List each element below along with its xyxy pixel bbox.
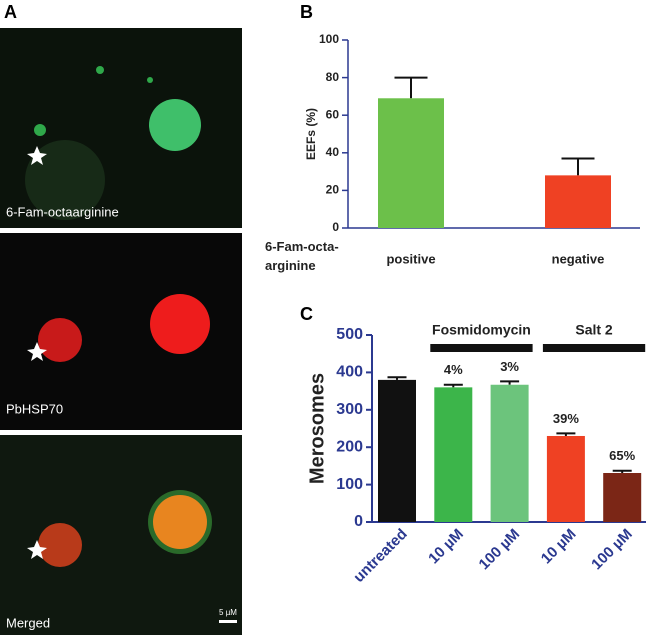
y-tick-label: 80 [326,70,340,84]
group-bracket [430,344,533,352]
bar [378,379,416,522]
x-tick-label: 10 µM [425,526,467,568]
bar-label: 3% [500,359,519,374]
caption: Merged [6,615,50,630]
panel-label: B [300,2,313,22]
x-tick-label: 10 µM [538,526,580,568]
scale-bar-label: 5 µM [219,608,237,617]
y-tick-label: 0 [354,513,363,530]
micrograph [0,233,242,430]
y-tick-label: 500 [336,326,363,343]
bar-label: 39% [553,411,579,426]
scale-bar [219,620,237,623]
micrograph [0,28,242,228]
bar [546,435,585,522]
y-tick-label: 300 [336,401,363,418]
y-tick-label: 100 [336,476,363,493]
x-tick-label: 100 µM [588,526,636,574]
caption: 6-Fam-octaarginine [6,204,119,219]
bar [545,175,611,228]
x-tick-label: 100 µM [476,526,524,574]
bar-label: 65% [609,448,635,463]
y-axis-label: Merosomes [306,373,328,484]
x-tick-label: untreated [350,526,410,586]
y-axis-label: EEFs (%) [304,108,318,160]
group-label: Fosmidomycin [432,322,531,338]
bar [378,98,444,228]
y-tick-label: 0 [332,220,339,234]
y-tick-label: 20 [326,183,340,197]
row-label: 6-Fam-octa-arginine [265,239,339,273]
panel-label: A [4,2,17,22]
bar [603,473,642,522]
bar-label: 4% [444,362,463,377]
y-tick-label: 200 [336,438,363,455]
micrograph [0,435,242,635]
caption: PbHSP70 [6,401,63,416]
bar [434,387,473,522]
group-bracket [542,344,646,352]
y-tick-label: 60 [326,107,340,121]
x-tick-label: negative [552,251,605,266]
panel-label: C [300,304,313,324]
group-label: Salt 2 [575,322,613,338]
bar [490,384,529,522]
x-tick-label: positive [386,251,435,266]
y-tick-label: 100 [319,32,339,46]
y-tick-label: 40 [326,145,340,159]
y-tick-label: 400 [336,364,363,381]
